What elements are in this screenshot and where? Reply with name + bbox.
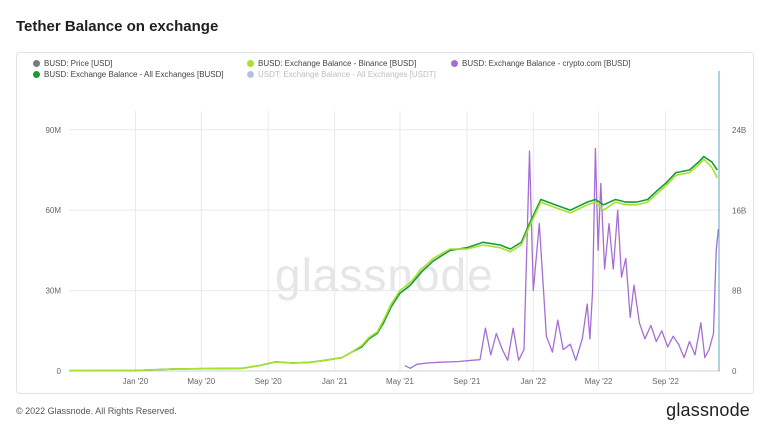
legend-item[interactable]: BUSD: Price [USD] [33,59,112,68]
line-chart: 0 30M 60M 90M 0 8B 16B 24B Jan '20 May '20 Sep '20… [45,71,746,386]
legend-item[interactable]: BUSD: Exchange Balance - All Exchanges [… [33,70,224,79]
legend-dot-icon [247,60,254,67]
x-tick-label: May '21 [386,377,414,386]
x-tick-label: Jan '21 [322,377,348,386]
y-left-tick-label: 90M [45,126,61,135]
y-left-tick-label: 0 [57,367,62,376]
x-tick-label: Jan '22 [521,377,547,386]
legend-label: BUSD: Exchange Balance - All Exchanges [… [44,70,224,79]
legend-label: BUSD: Exchange Balance - Binance [BUSD] [258,59,417,68]
legend-label: BUSD: Price [USD] [44,59,113,68]
legend-label: USDT: Exchange Balance - All Exchanges [… [258,70,436,79]
x-tick-label: May '20 [187,377,215,386]
y-left-tick-label: 60M [45,206,61,215]
y-right-tick-label: 16B [732,206,746,215]
page-title: Tether Balance on exchange [16,18,219,35]
chart-card: BUSD: Price [USD] BUSD: Exchange Balance … [16,52,754,394]
brand-logo-text: glassnode [666,400,750,420]
legend-dot-icon [451,60,458,67]
legend-item[interactable]: BUSD: Exchange Balance - crypto.com [BUS… [451,59,631,68]
x-tick-label: May '22 [585,377,613,386]
x-tick-label: Jan '20 [123,377,149,386]
y-left-tick-label: 30M [45,287,61,296]
legend-label: BUSD: Exchange Balance - crypto.com [BUS… [462,59,631,68]
legend-item[interactable]: USDT: Exchange Balance - All Exchanges [… [247,70,436,79]
y-right-tick-label: 0 [732,367,737,376]
copyright-text: © 2022 Glassnode. All Rights Reserved. [16,406,177,416]
series-line [404,147,720,369]
legend-item[interactable]: BUSD: Exchange Balance - Binance [BUSD] [247,59,416,68]
legend-dot-icon [33,60,40,67]
y-right-tick-label: 24B [732,126,746,135]
x-tick-label: Sep '20 [255,377,282,386]
x-tick-label: Sep '22 [652,377,679,386]
legend-dot-icon [247,71,254,78]
legend-dot-icon [33,71,40,78]
series-line [68,158,719,372]
x-tick-label: Sep '21 [453,377,480,386]
series-line [68,155,718,372]
y-right-tick-label: 8B [732,287,742,296]
